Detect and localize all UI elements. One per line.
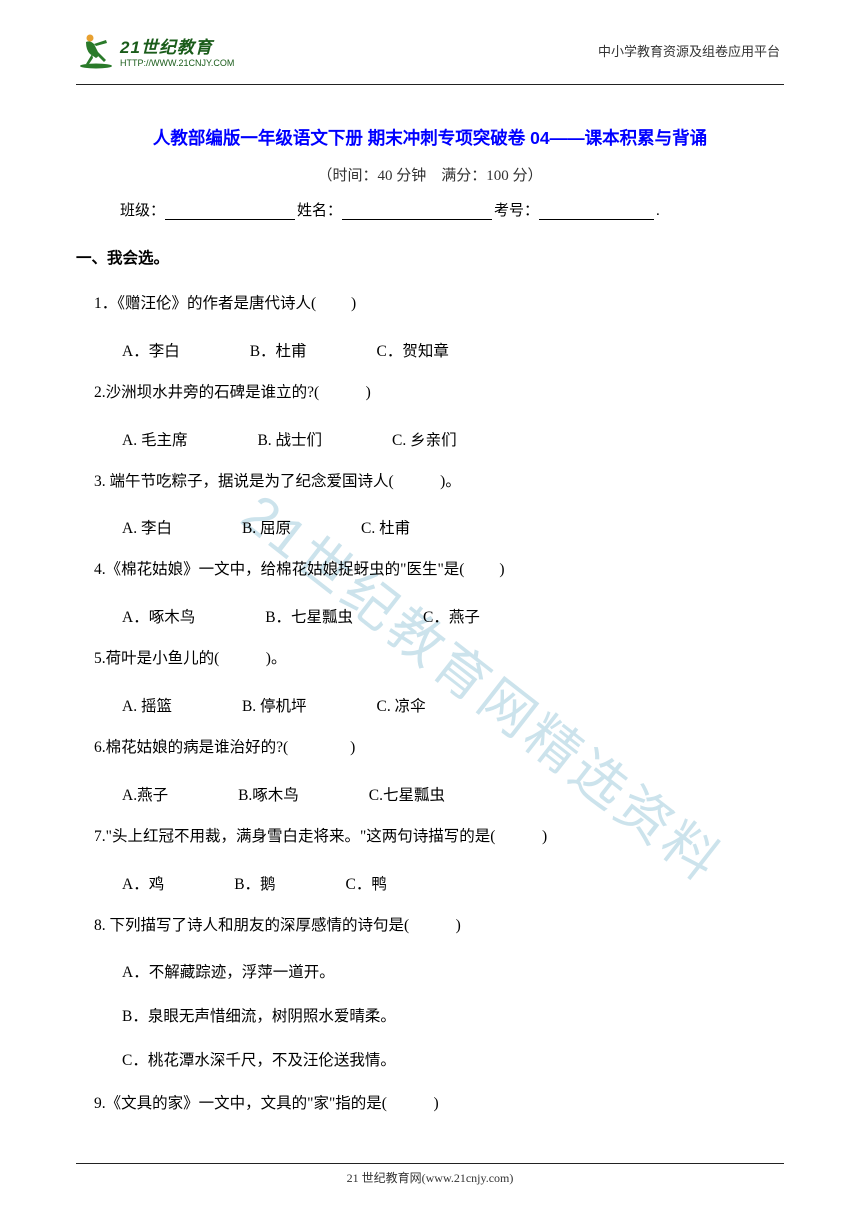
question-5: 5.荷叶是小鱼儿的( )。 [94, 647, 780, 672]
question-9: 9.《文具的家》一文中，文具的"家"指的是( ) [94, 1092, 780, 1117]
option-2-A: A. 毛主席 [122, 428, 187, 450]
option-7-B: B．鹅 [234, 872, 275, 894]
question-8: 8. 下列描写了诗人和朋友的深厚感情的诗句是( ) [94, 914, 780, 939]
section-title: 一、我会选。 [76, 246, 780, 268]
option-2-B: B. 战士们 [257, 428, 322, 450]
doc-title: 人教部编版一年级语文下册 期末冲刺专项突破卷 04——课本积累与背诵 [80, 125, 780, 150]
logo-icon [76, 30, 116, 70]
info-line: 班级： 姓名： 考号：. [120, 199, 740, 220]
option-1-A: A．李白 [122, 339, 180, 361]
question-7: 7."头上红冠不用裁，满身雪白走将来。"这两句诗描写的是( ) [94, 825, 780, 850]
options-3: A. 李白 B. 屈原 C. 杜甫 [122, 516, 780, 538]
option-8-B: B．泉眼无声惜细流，树阴照水爱晴柔。 [122, 1004, 780, 1026]
questions-container: 1．《赠汪伦》的作者是唐代诗人( ) A．李白 B．杜甫 C．贺知章 2.沙洲坝水井旁的… [80, 292, 780, 1117]
id-blank [539, 202, 654, 220]
option-5-B: B. 停机坪 [242, 694, 307, 716]
content-area: 21世纪教育网精选资料 人教部编版一年级语文下册 期末冲刺专项突破卷 04——课… [0, 85, 860, 1117]
name-blank [342, 202, 492, 220]
question-6: 6.棉花姑娘的病是谁治好的?( ) [94, 736, 780, 761]
option-6-B: B.啄木鸟 [238, 783, 299, 805]
option-1-C: C．贺知章 [377, 339, 449, 361]
option-4-C: C．燕子 [423, 605, 480, 627]
question-4: 4.《棉花姑娘》一文中，给棉花姑娘捉蚜虫的"医生"是( ) [94, 558, 780, 583]
doc-subtitle: （时间：40 分钟 满分：100 分） [80, 164, 780, 185]
options-7: A．鸡 B．鹅 C．鸭 [122, 872, 780, 894]
footer-divider [76, 1163, 784, 1164]
question-2: 2.沙洲坝水井旁的石碑是谁立的?( ) [94, 381, 780, 406]
option-5-A: A. 摇篮 [122, 694, 172, 716]
question-3: 3. 端午节吃粽子，据说是为了纪念爱国诗人( )。 [94, 470, 780, 495]
option-3-B: B. 屈原 [242, 516, 291, 538]
option-3-C: C. 杜甫 [361, 516, 410, 538]
option-8-C: C．桃花潭水深千尺，不及汪伦送我情。 [122, 1048, 780, 1070]
option-7-C: C．鸭 [346, 872, 387, 894]
option-7-A: A．鸡 [122, 872, 164, 894]
option-1-B: B．杜甫 [250, 339, 307, 361]
option-6-A: A.燕子 [122, 783, 168, 805]
options-5: A. 摇篮 B. 停机坪 C. 凉伞 [122, 694, 780, 716]
id-label: 考号： [494, 203, 539, 219]
question-1: 1．《赠汪伦》的作者是唐代诗人( ) [94, 292, 780, 317]
logo: 21世纪教育 HTTP://WWW.21CNJY.COM [76, 30, 234, 70]
option-5-C: C. 凉伞 [377, 694, 426, 716]
logo-main-text: 21世纪教育 [120, 33, 234, 58]
option-6-C: C.七星瓢虫 [369, 783, 445, 805]
options-8: A．不解藏踪迹，浮萍一道开。 B．泉眼无声惜细流，树阴照水爱晴柔。 C．桃花潭水深千… [122, 960, 780, 1070]
options-1: A．李白 B．杜甫 C．贺知章 [122, 339, 780, 361]
option-4-A: A．啄木鸟 [122, 605, 195, 627]
period: . [656, 203, 660, 219]
option-8-A: A．不解藏踪迹，浮萍一道开。 [122, 960, 780, 982]
logo-sub-text: HTTP://WWW.21CNJY.COM [120, 58, 234, 68]
options-2: A. 毛主席 B. 战士们 C. 乡亲们 [122, 428, 780, 450]
option-2-C: C. 乡亲们 [392, 428, 457, 450]
option-4-B: B．七星瓢虫 [265, 605, 353, 627]
options-6: A.燕子 B.啄木鸟 C.七星瓢虫 [122, 783, 780, 805]
options-4: A．啄木鸟 B．七星瓢虫 C．燕子 [122, 605, 780, 627]
option-3-A: A. 李白 [122, 516, 172, 538]
class-blank [165, 202, 295, 220]
logo-text: 21世纪教育 HTTP://WWW.21CNJY.COM [120, 33, 234, 68]
footer-text: 21 世纪教育网(www.21cnjy.com) [0, 1169, 860, 1186]
class-label: 班级： [120, 203, 165, 219]
header-right-text: 中小学教育资源及组卷应用平台 [598, 41, 780, 60]
name-label: 姓名： [297, 203, 342, 219]
page-header: 21世纪教育 HTTP://WWW.21CNJY.COM 中小学教育资源及组卷应… [0, 0, 860, 80]
